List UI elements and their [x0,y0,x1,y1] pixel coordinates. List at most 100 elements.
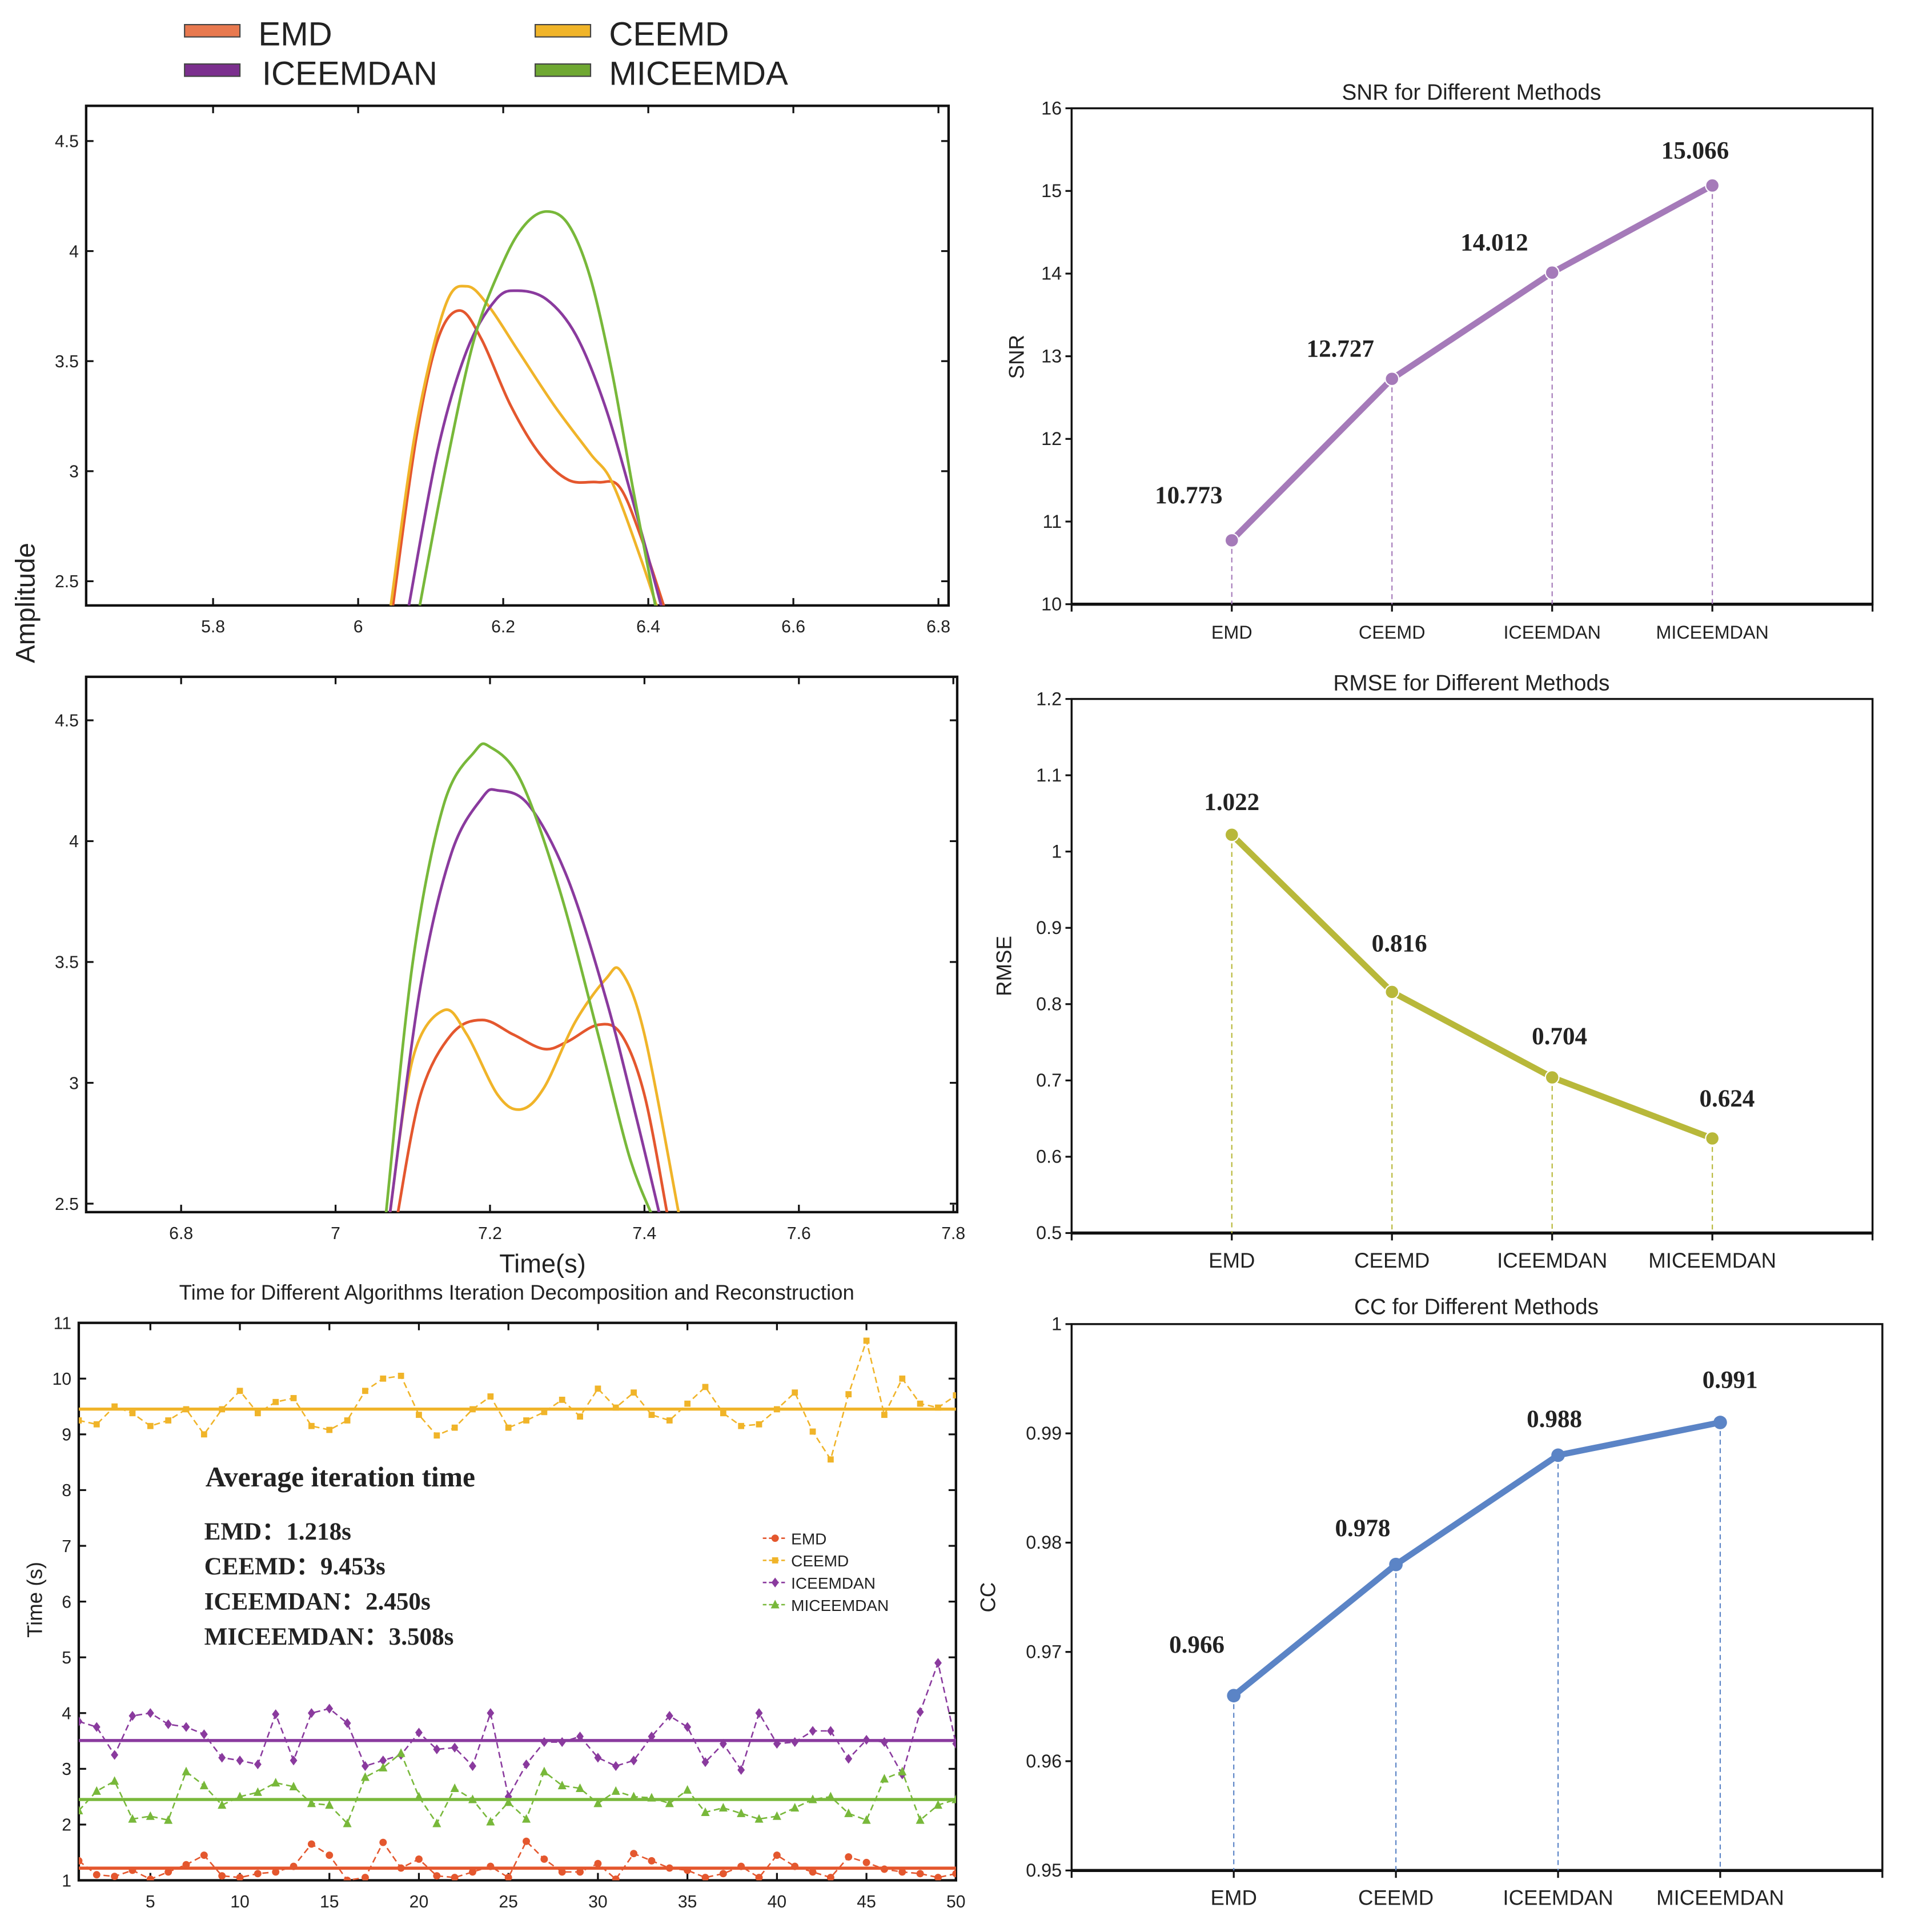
chart-title: RMSE for Different Methods [1333,671,1609,695]
series-iceemdan-marker [809,1726,817,1736]
x-tick-label: 6.4 [636,618,660,636]
series-group [389,210,665,606]
series-group [384,742,680,1212]
data-label: 0.988 [1527,1406,1582,1433]
series-iceemdan-marker [880,1737,888,1747]
series-miceemdan-marker [271,1778,280,1787]
y-tick-label: 15 [1041,181,1062,201]
series-ceemd-marker [648,1412,655,1418]
annotation-line: CEEMD：9.453s [204,1553,386,1580]
x-tick-label: EMD [1209,1249,1255,1272]
x-tick-label: 7.4 [632,1224,656,1243]
charts: 2.5 3 3.5 4 4.5 5.8 6 6.2 6.4 6.6 6.8 Amplitude 2.5 3… [10,80,1884,1911]
series-iceemdan-marker [576,1731,584,1742]
series-emd-marker [558,1868,566,1876]
series-ceemd-marker [254,1410,261,1417]
y-axis-label: Time (s) [23,1562,46,1638]
series-iceemdan-marker [755,1708,763,1718]
legend-swatch [184,24,241,38]
series-emd-marker [576,1868,584,1876]
chart-4: 0.5 0.6 0.7 0.8 0.9 1 1.1 1.2 EMD CEEMD ICEEMDAN MI… [993,671,1874,1272]
y-tick-label: 10 [1041,594,1062,614]
x-tick-label: 5.8 [201,618,225,636]
series-iceemdan-marker [952,1738,956,1749]
series-miceemdan-marker [701,1807,710,1816]
y-tick-label: 0.8 [1036,994,1062,1015]
series-emd-line [391,309,665,606]
series-emd-marker [146,1875,154,1881]
x-tick-label: CEEMD [1354,1249,1430,1272]
y-tick-label: 0.96 [1026,1751,1062,1771]
series-ceemd-marker [863,1337,870,1344]
series-ceemd-marker [773,1406,780,1413]
series-emd-marker [665,1864,673,1872]
series-ceemd-marker [953,1392,956,1398]
legend-label: ICEEMDAN [791,1574,876,1592]
x-tick-label: 7 [331,1224,340,1243]
series-miceemdan-marker [898,1766,907,1775]
series-emd-marker [236,1874,244,1881]
series-miceemdan-marker [289,1781,298,1791]
series-miceemdan-marker [844,1808,853,1817]
legend-entry-ceemd: CEEMD [535,16,729,53]
y-tick-label: 14 [1041,263,1062,284]
series-ceemd-marker [416,1412,422,1418]
x-tick-label: CEEMD [1359,622,1426,643]
series-iceemdan-marker [523,1759,530,1770]
series-emd-marker [361,1874,369,1881]
y-tick-label: 2 [62,1816,71,1835]
series-iceemdan-marker [845,1754,853,1764]
series-iceemdan-marker [630,1755,638,1766]
series-emd-line [78,1840,956,1881]
series-miceemdan-marker [504,1797,513,1806]
x-tick-label: EMD [1211,1886,1257,1910]
series-line [1231,1419,1721,1698]
series-ceemd-marker [308,1422,315,1429]
data-point [1389,1557,1403,1572]
series-iceemdan-marker [379,1755,387,1766]
series-emd-marker [433,1872,441,1880]
y-tick-label: 5 [62,1649,71,1668]
series-miceemda-line [418,210,657,606]
y-tick-label: 1 [1051,1314,1062,1334]
series-emd-marker [755,1874,763,1881]
y-tick-label: 0.6 [1036,1147,1062,1167]
data-label: 0.991 [1703,1367,1758,1394]
x-tick-label: 10 [230,1893,250,1911]
series-emd-marker [504,1874,512,1881]
series-emd-marker [397,1864,405,1872]
chart-1: 2.5 3 3.5 4 4.5 6.8 7 7.2 7.4 7.6 7.8 Time(s) [55,675,965,1278]
series-miceemdan-marker [199,1781,208,1790]
series-miceemdan-marker [325,1800,334,1809]
series-ceemd-marker [523,1417,529,1424]
series-iceemdan-line [388,788,661,1212]
series-ceemd-marker [78,1417,82,1424]
series-miceemdan-marker [182,1766,191,1775]
data-label: 0.816 [1372,930,1427,957]
series-emd-marker [826,1874,834,1881]
series-emd-marker [218,1872,226,1880]
data-label: 14.012 [1460,229,1528,256]
data-point [1551,1448,1565,1462]
series-miceemdan-marker [128,1814,137,1823]
series-emd-marker [487,1862,495,1870]
x-tick-label: 6.6 [781,618,805,636]
x-axis-label: Time(s) [499,1249,586,1278]
data-point [1544,265,1560,280]
plot-frame [1070,107,1874,606]
series-miceemdan-marker [772,1811,781,1820]
data-point [1227,1689,1241,1703]
series-ceemd-marker [183,1406,190,1413]
series-ceemd-marker [344,1417,351,1424]
series-miceemdan-marker [557,1781,567,1790]
series-miceemdan-marker [521,1814,531,1823]
series-iceemdan-marker [164,1719,172,1729]
legend-marker [772,1557,778,1564]
x-tick-label: 5 [146,1893,155,1911]
top-legend: EMD CEEMD ICEEMDAN MICEEMDA [184,16,788,93]
series-iceemdan-marker [254,1759,262,1770]
series-ceemd-marker [541,1409,548,1416]
x-tick-label: 6 [354,618,363,636]
